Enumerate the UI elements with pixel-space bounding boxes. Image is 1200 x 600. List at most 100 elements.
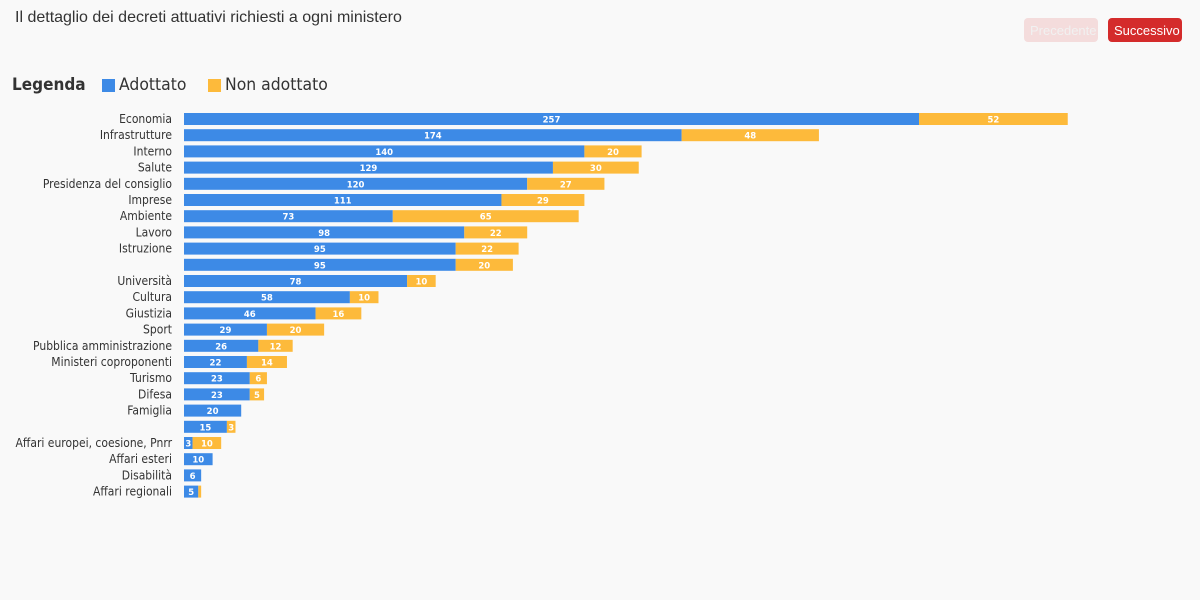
bar-adottato[interactable] — [184, 388, 250, 401]
value-label-non-adottato: 20 — [478, 261, 490, 271]
value-label-adottato: 140 — [375, 148, 393, 158]
bar-non-adottato[interactable] — [198, 485, 202, 498]
next-button[interactable]: Successivo — [1108, 18, 1182, 42]
bar-row: 95 20 — [184, 258, 513, 271]
bar-adottato[interactable] — [184, 356, 247, 368]
value-label-adottato: 22 — [210, 359, 222, 369]
bar-non-adottato[interactable] — [258, 339, 293, 352]
bar-adottato[interactable] — [184, 339, 259, 352]
bar-non-adottato[interactable] — [249, 372, 267, 385]
category-label: Cultura — [133, 290, 172, 305]
value-label-adottato: 15 — [200, 423, 212, 433]
bar-adottato[interactable] — [184, 258, 456, 271]
bar-non-adottato[interactable] — [552, 161, 639, 174]
bar-non-adottato[interactable] — [246, 356, 287, 368]
value-label-non-adottato: 52 — [987, 116, 999, 126]
bar-row: Sport 29 20 — [143, 322, 325, 337]
bar-non-adottato[interactable] — [349, 291, 379, 304]
bar-row: Turismo 23 6 — [129, 371, 267, 386]
bar-adottato[interactable] — [184, 226, 465, 239]
category-label: Presidenza del consiglio — [43, 176, 172, 191]
bar-non-adottato[interactable] — [455, 242, 519, 255]
legend-swatch-adottato — [101, 78, 115, 92]
bar-adottato[interactable] — [184, 453, 213, 466]
value-label-adottato: 58 — [261, 294, 273, 304]
category-label: Istruzione — [119, 241, 172, 256]
value-label-adottato: 73 — [282, 213, 294, 223]
value-label-adottato: 20 — [207, 407, 219, 417]
bar-adottato[interactable] — [184, 469, 202, 482]
category-label: Economia — [119, 111, 172, 126]
bar-non-adottato[interactable] — [527, 177, 605, 190]
value-label-adottato: 29 — [220, 326, 232, 336]
value-label-non-adottato: 10 — [415, 278, 427, 288]
bar-adottato[interactable] — [184, 372, 250, 385]
bar-non-adottato[interactable] — [266, 323, 325, 336]
category-label: Affari regionali — [93, 484, 172, 499]
bar-adottato[interactable] — [184, 113, 920, 125]
value-label-adottato: 46 — [244, 310, 256, 320]
bar-adottato[interactable] — [184, 194, 502, 206]
bar-non-adottato[interactable] — [584, 145, 642, 158]
bar-non-adottato[interactable] — [501, 194, 585, 206]
value-label-adottato: 95 — [314, 261, 326, 271]
bar-row: Disabilità 6 — [122, 468, 202, 483]
category-label: Famiglia — [127, 403, 172, 418]
bar-adottato[interactable] — [184, 485, 199, 498]
bar-non-adottato[interactable] — [315, 307, 362, 320]
bar-adottato[interactable] — [184, 129, 682, 142]
value-label-adottato: 78 — [290, 278, 302, 288]
value-label-adottato: 95 — [314, 245, 326, 255]
bar-non-adottato[interactable] — [919, 113, 1068, 125]
bar-adottato[interactable] — [184, 161, 553, 174]
bar-adottato[interactable] — [184, 404, 242, 417]
bar-non-adottato[interactable] — [192, 437, 222, 449]
bar-adottato[interactable] — [184, 291, 350, 304]
bar-non-adottato[interactable] — [681, 129, 819, 142]
value-label-non-adottato: 5 — [254, 391, 260, 401]
legend-item-non-adottato[interactable]: Non adottato — [208, 75, 337, 95]
value-label-non-adottato: 29 — [537, 197, 549, 207]
legend-item-adottato[interactable]: Adottato — [101, 75, 192, 95]
bar-adottato[interactable] — [184, 323, 267, 336]
bar-non-adottato[interactable] — [407, 275, 436, 287]
bar-row: Pubblica amministrazione 26 12 — [33, 338, 293, 353]
bar-adottato[interactable] — [184, 210, 393, 223]
bar-non-adottato[interactable] — [226, 420, 236, 433]
bar-row: Ministeri coproponenti 22 14 — [51, 354, 287, 369]
category-label: Lavoro — [136, 225, 172, 240]
category-label: Turismo — [129, 371, 172, 386]
bar-row: Economia 257 52 — [119, 111, 1068, 126]
value-label-non-adottato: 20 — [290, 326, 302, 336]
value-label-adottato: 129 — [360, 164, 378, 174]
bar-row: Giustizia 46 16 — [126, 306, 362, 321]
value-label-adottato: 257 — [543, 116, 561, 126]
category-label: Ministeri coproponenti — [51, 354, 172, 369]
bar-adottato[interactable] — [184, 437, 193, 449]
previous-button[interactable]: Precedente — [1024, 18, 1098, 42]
bar-row: Imprese 111 29 — [128, 192, 585, 207]
category-label: Affari esteri — [109, 452, 172, 467]
bar-adottato[interactable] — [184, 275, 408, 287]
value-label-adottato: 3 — [185, 440, 191, 450]
bar-non-adottato[interactable] — [455, 258, 513, 271]
value-label-non-adottato: 14 — [261, 359, 273, 369]
bar-adottato[interactable] — [184, 242, 456, 255]
category-label: Imprese — [128, 192, 172, 207]
value-label-non-adottato: 12 — [270, 342, 282, 352]
category-label: Ambiente — [120, 209, 172, 224]
bar-row: Affari regionali 5 — [93, 484, 202, 499]
bar-non-adottato[interactable] — [392, 210, 579, 223]
value-label-adottato: 23 — [211, 375, 223, 385]
category-label: Università — [117, 273, 172, 288]
bar-adottato[interactable] — [184, 145, 585, 158]
bar-non-adottato[interactable] — [249, 388, 265, 401]
value-label-adottato: 6 — [190, 472, 196, 482]
bar-non-adottato[interactable] — [464, 226, 528, 239]
value-label-non-adottato: 6 — [255, 375, 261, 385]
bar-adottato[interactable] — [184, 177, 528, 190]
bar-adottato[interactable] — [184, 420, 227, 433]
bar-adottato[interactable] — [184, 307, 316, 320]
value-label-adottato: 10 — [192, 456, 204, 466]
bar-row: Salute 129 30 — [138, 160, 639, 175]
